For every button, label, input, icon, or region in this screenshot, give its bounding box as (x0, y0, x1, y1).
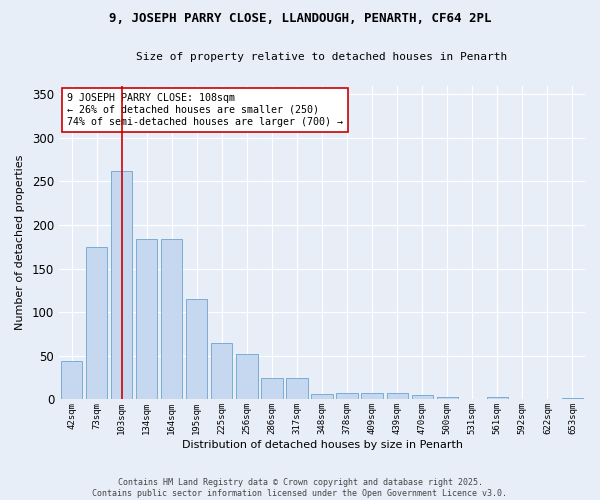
Bar (337, 394, 358, 400)
Bar (161, 239, 182, 400)
Bar (186, 299, 208, 400)
Bar (437, 397, 458, 400)
Bar (562, 398, 583, 400)
Bar (286, 378, 308, 400)
Bar (412, 395, 433, 400)
Bar (61, 361, 82, 400)
Bar (386, 394, 408, 400)
Bar (261, 378, 283, 400)
X-axis label: Distribution of detached houses by size in Penarth: Distribution of detached houses by size … (182, 440, 463, 450)
Text: 9, JOSEPH PARRY CLOSE, LLANDOUGH, PENARTH, CF64 2PL: 9, JOSEPH PARRY CLOSE, LLANDOUGH, PENART… (109, 12, 491, 26)
Bar (361, 394, 383, 400)
Text: Contains HM Land Registry data © Crown copyright and database right 2025.
Contai: Contains HM Land Registry data © Crown c… (92, 478, 508, 498)
Bar (136, 239, 157, 400)
Y-axis label: Number of detached properties: Number of detached properties (15, 155, 25, 330)
Bar (86, 247, 107, 400)
Title: Size of property relative to detached houses in Penarth: Size of property relative to detached ho… (136, 52, 508, 62)
Bar (236, 354, 257, 400)
Bar (311, 394, 332, 400)
Bar (111, 171, 133, 400)
Text: 9 JOSEPH PARRY CLOSE: 108sqm
← 26% of detached houses are smaller (250)
74% of s: 9 JOSEPH PARRY CLOSE: 108sqm ← 26% of de… (67, 94, 343, 126)
Bar (211, 342, 232, 400)
Bar (487, 397, 508, 400)
